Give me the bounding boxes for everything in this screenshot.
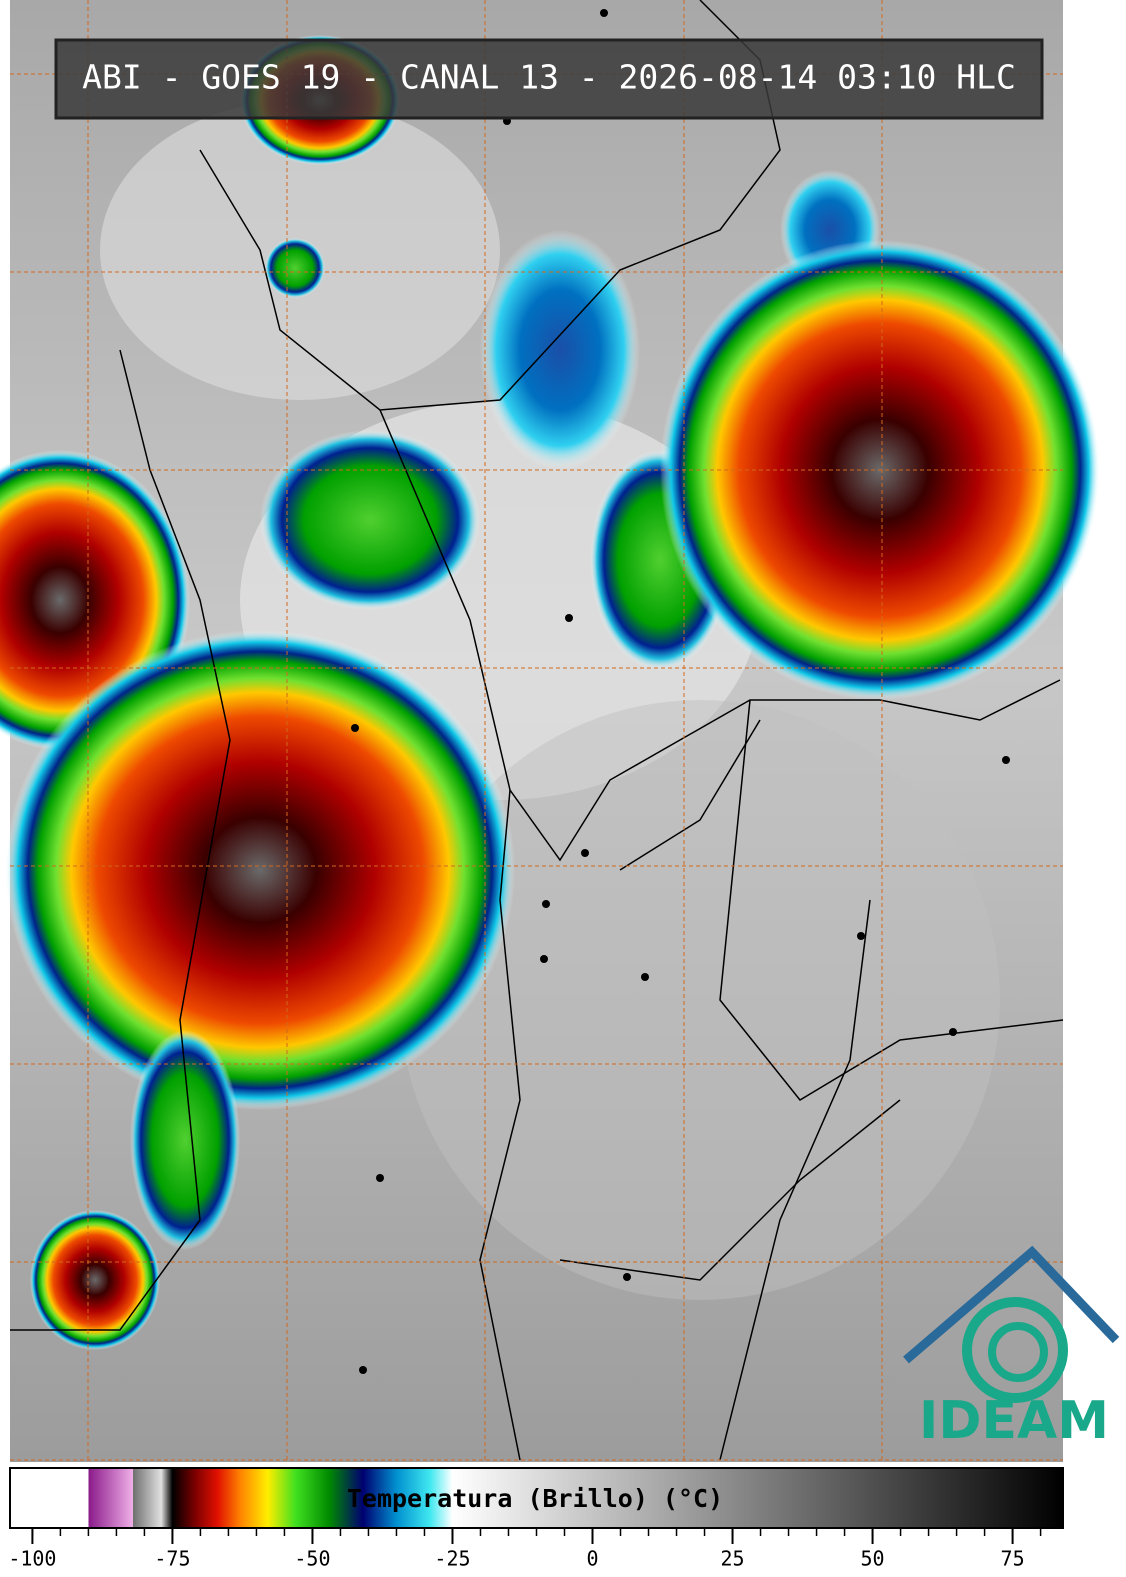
title-box	[54, 38, 1044, 120]
ideam-logo: IDEAM	[903, 1245, 1120, 1451]
tick-label: 0	[586, 1547, 598, 1571]
logo-name: IDEAM	[919, 1391, 1109, 1451]
tick-label: -25	[434, 1547, 470, 1571]
tick-label: -100	[8, 1547, 56, 1571]
tick-label: 75	[1001, 1547, 1025, 1571]
colorbar: Temperatura (Brillo) (°C) -100 -75 -50 -25 0…	[8, 1467, 1064, 1571]
title: ABI - GOES 19 - CANAL 13 - 2026-08-14 03…	[82, 58, 1016, 97]
satellite-map	[0, 0, 1100, 1462]
colorbar-label: Temperatura (Brillo) (°C)	[347, 1484, 723, 1513]
tick-label: 50	[861, 1547, 885, 1571]
tick-label: 25	[720, 1547, 744, 1571]
tick-label: -50	[294, 1547, 330, 1571]
tick-label: -75	[154, 1547, 190, 1571]
